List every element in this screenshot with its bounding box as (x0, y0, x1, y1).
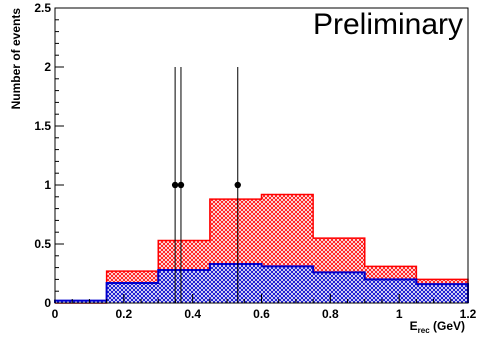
histogram-bar-fill (364, 279, 417, 303)
x-axis-title-unit: (GeV) (430, 319, 465, 333)
histogram-bar-fill (158, 269, 210, 303)
x-axis-title-subscript: rec (418, 326, 431, 335)
x-axis-title-main: E (410, 319, 418, 333)
x-axis-title: Erec (GeV) (410, 319, 465, 335)
histogram-bar-fill (55, 300, 107, 303)
histogram-bar-fill (106, 282, 159, 303)
y-tick-label: 1.5 (34, 119, 51, 133)
histogram-outline (54, 263, 469, 303)
histogram-outline (55, 193, 469, 304)
data-point (171, 181, 179, 189)
histogram-bar-fill (261, 266, 314, 303)
y-tick-label: 1 (44, 178, 51, 192)
x-tick-label: 0.2 (115, 307, 132, 321)
data-point (234, 181, 241, 189)
x-tick-label: 1.2 (460, 307, 477, 321)
y-tick-label: 0 (44, 296, 51, 310)
data-points-layer (171, 67, 241, 303)
histogram-bar-fill (209, 264, 262, 303)
axes-layer: 0 0.2 0.4 0.6 0.8 1 1.2 0 0.5 1 1.5 2 2.5 (34, 1, 476, 321)
data-point (177, 181, 185, 189)
x-tick-label: 0.4 (184, 307, 201, 321)
histogram-bar-fill (313, 272, 365, 303)
y-tick-label: 2 (44, 60, 51, 74)
x-tick-label: 1 (396, 307, 403, 321)
x-tick-label: 0 (52, 307, 59, 321)
x-tick-label: 0.8 (322, 307, 339, 321)
y-tick-label: 0.5 (34, 237, 51, 251)
x-tick-label: 0.6 (253, 307, 270, 321)
y-tick-label: 2.5 (34, 1, 51, 15)
preliminary-annotation: Preliminary (313, 8, 463, 41)
y-axis-title: Number of events (9, 8, 23, 110)
histogram-bar-fill (416, 284, 468, 303)
histogram-layer (54, 193, 469, 304)
